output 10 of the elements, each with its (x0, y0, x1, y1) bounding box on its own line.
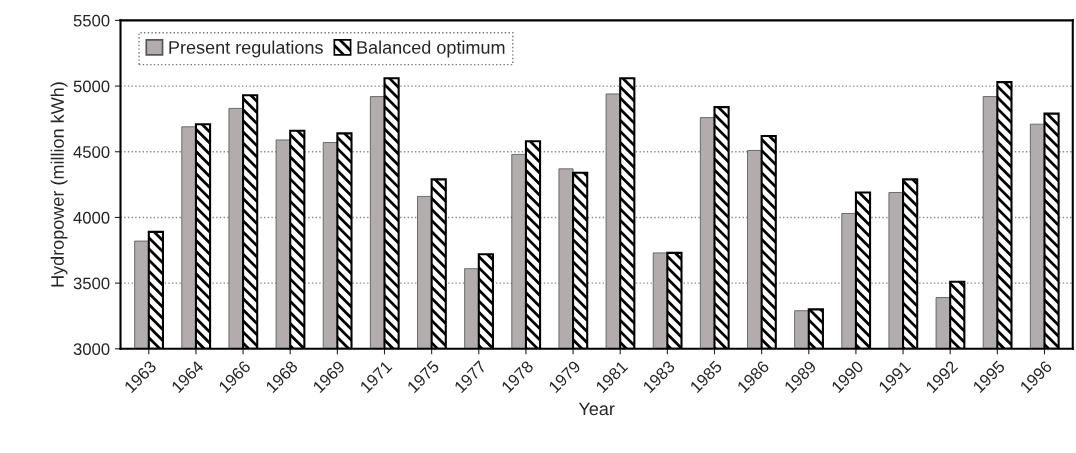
y-tick-label: 4000 (73, 211, 110, 224)
x-axis-title: Year (578, 402, 615, 416)
y-tick-label: 5000 (73, 80, 110, 93)
legend-label: Balanced optimum (357, 40, 505, 58)
y-tick-label: 3000 (73, 343, 110, 356)
y-tick-label: 4500 (73, 146, 110, 158)
y-tick-label: 3500 (73, 277, 110, 290)
legend-label: Present regulations (169, 40, 323, 58)
y-tick-label: 5500 (73, 14, 110, 27)
y-axis-title: Hydropower (million kWh) (50, 82, 68, 287)
